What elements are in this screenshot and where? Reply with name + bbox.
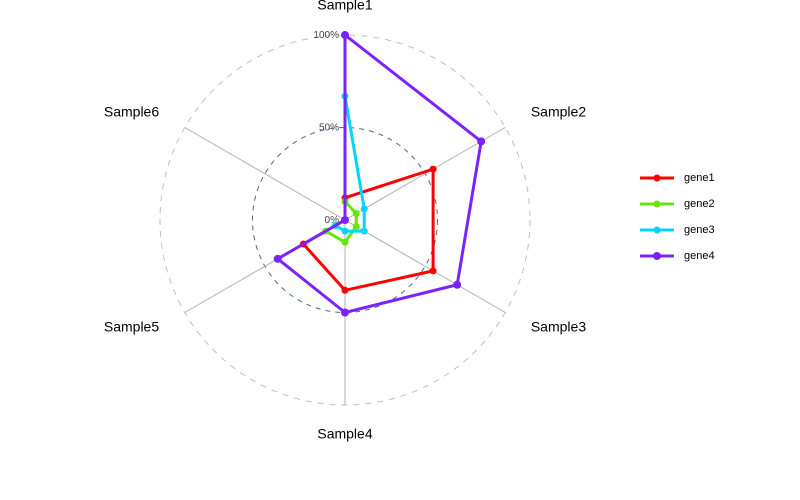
series-marker-gene4 [341, 31, 349, 39]
series-marker-gene4 [453, 281, 461, 289]
series-marker-gene2 [353, 210, 360, 217]
series-marker-gene3 [342, 228, 349, 235]
axis-label: Sample1 [317, 0, 372, 12]
chart-bg [0, 0, 800, 500]
axis-label: Sample4 [317, 426, 372, 442]
legend-marker-gene2 [654, 201, 661, 208]
series-marker-gene4 [341, 309, 349, 317]
series-marker-gene2 [353, 223, 360, 230]
series-marker-gene3 [361, 205, 368, 212]
legend-marker-gene3 [654, 227, 661, 234]
axis-label: Sample2 [531, 104, 586, 120]
legend-label-gene3: gene3 [684, 224, 715, 236]
legend-label-gene4: gene4 [684, 250, 715, 262]
series-marker-gene4 [274, 255, 282, 263]
series-marker-gene1 [342, 287, 349, 294]
legend-marker-gene4 [653, 252, 661, 260]
grid-ring-label: 100% [313, 30, 339, 41]
series-marker-gene4 [477, 137, 485, 145]
radar-svg: 0%50%100%Sample1Sample2Sample3Sample4Sam… [0, 0, 800, 500]
axis-label: Sample6 [104, 104, 159, 120]
radar-chart: 0%50%100%Sample1Sample2Sample3Sample4Sam… [0, 0, 800, 500]
axis-label: Sample3 [531, 318, 586, 334]
series-marker-gene2 [342, 239, 349, 246]
axis-label: Sample5 [104, 318, 159, 334]
series-marker-gene4 [341, 216, 349, 224]
series-marker-gene1 [430, 267, 437, 274]
legend-marker-gene1 [654, 175, 661, 182]
series-marker-gene1 [430, 166, 437, 173]
series-marker-gene3 [361, 228, 368, 235]
grid-ring-label: 50% [319, 123, 339, 134]
legend-label-gene1: gene1 [684, 172, 715, 184]
legend-label-gene2: gene2 [684, 198, 715, 210]
